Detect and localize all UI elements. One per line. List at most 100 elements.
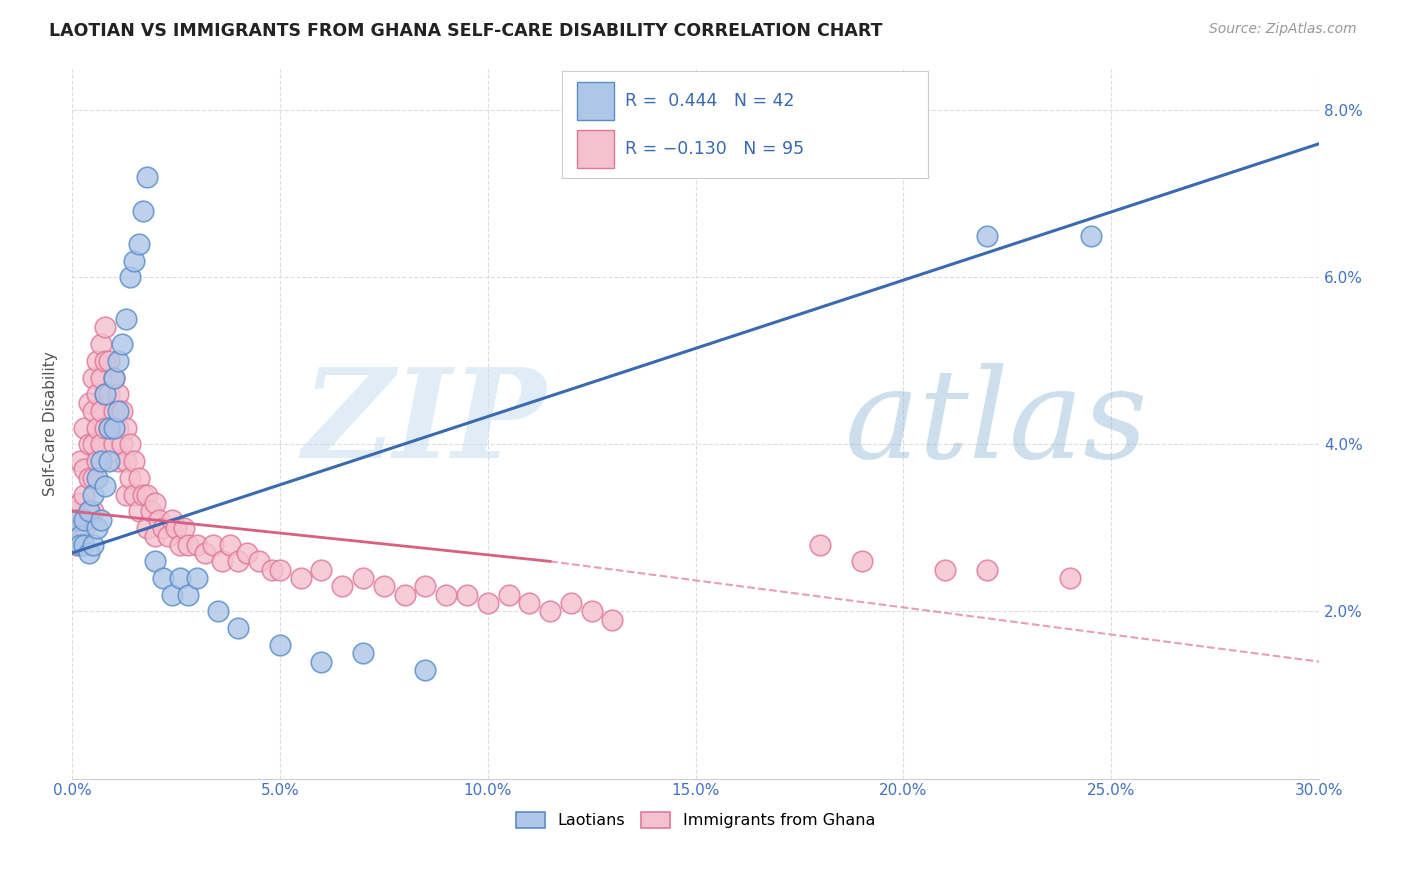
- Point: [86, 454, 108, 468]
- Point: [77, 504, 100, 518]
- Point: [73, 487, 96, 501]
- Point: [103, 437, 125, 451]
- Point: [517, 596, 540, 610]
- Point: [498, 588, 520, 602]
- Point: [177, 588, 200, 602]
- Point: [86, 354, 108, 368]
- Point: [82, 538, 104, 552]
- Point: [124, 253, 146, 268]
- Point: [211, 554, 233, 568]
- Point: [69, 521, 91, 535]
- Point: [82, 370, 104, 384]
- Point: [165, 521, 187, 535]
- Point: [202, 538, 225, 552]
- Point: [169, 538, 191, 552]
- Text: ZIP: ZIP: [302, 363, 546, 484]
- Point: [477, 596, 499, 610]
- Point: [86, 471, 108, 485]
- Point: [103, 421, 125, 435]
- Point: [169, 571, 191, 585]
- Point: [107, 387, 129, 401]
- Point: [65, 538, 87, 552]
- Point: [148, 513, 170, 527]
- Point: [194, 546, 217, 560]
- Point: [98, 421, 121, 435]
- Point: [186, 571, 208, 585]
- Point: [120, 270, 142, 285]
- Point: [94, 387, 117, 401]
- Point: [86, 421, 108, 435]
- Point: [1080, 228, 1102, 243]
- Point: [143, 554, 166, 568]
- Point: [111, 337, 134, 351]
- Point: [103, 370, 125, 384]
- Point: [311, 655, 333, 669]
- Point: [103, 370, 125, 384]
- Point: [260, 563, 283, 577]
- Point: [247, 554, 270, 568]
- Text: R = −0.130   N = 95: R = −0.130 N = 95: [624, 140, 804, 158]
- Point: [98, 454, 121, 468]
- Point: [65, 504, 87, 518]
- Point: [290, 571, 312, 585]
- Point: [602, 613, 624, 627]
- Point: [82, 471, 104, 485]
- Point: [124, 454, 146, 468]
- Point: [69, 529, 91, 543]
- Point: [94, 320, 117, 334]
- Point: [207, 605, 229, 619]
- Point: [69, 538, 91, 552]
- Point: [226, 621, 249, 635]
- Point: [77, 437, 100, 451]
- Point: [152, 521, 174, 535]
- Point: [143, 529, 166, 543]
- Point: [94, 479, 117, 493]
- Point: [107, 354, 129, 368]
- Point: [77, 395, 100, 409]
- Point: [135, 487, 157, 501]
- Point: [98, 387, 121, 401]
- Point: [219, 538, 242, 552]
- Point: [94, 421, 117, 435]
- Point: [415, 579, 437, 593]
- Point: [111, 437, 134, 451]
- Bar: [576, 82, 613, 120]
- Point: [373, 579, 395, 593]
- Point: [115, 312, 138, 326]
- Point: [115, 487, 138, 501]
- Point: [851, 554, 873, 568]
- Point: [934, 563, 956, 577]
- Point: [581, 605, 603, 619]
- Point: [90, 370, 112, 384]
- Point: [90, 437, 112, 451]
- Y-axis label: Self-Care Disability: Self-Care Disability: [44, 351, 58, 496]
- Point: [77, 471, 100, 485]
- Point: [128, 471, 150, 485]
- Point: [98, 421, 121, 435]
- Point: [156, 529, 179, 543]
- Text: atlas: atlas: [845, 363, 1149, 484]
- Point: [73, 521, 96, 535]
- Point: [120, 471, 142, 485]
- Point: [808, 538, 831, 552]
- Point: [269, 638, 291, 652]
- Point: [86, 521, 108, 535]
- Point: [352, 646, 374, 660]
- Point: [107, 421, 129, 435]
- Point: [73, 462, 96, 476]
- Point: [135, 170, 157, 185]
- Point: [90, 513, 112, 527]
- Point: [82, 437, 104, 451]
- Point: [160, 588, 183, 602]
- Point: [73, 538, 96, 552]
- Point: [82, 504, 104, 518]
- Point: [120, 437, 142, 451]
- Point: [65, 513, 87, 527]
- Point: [143, 496, 166, 510]
- Point: [269, 563, 291, 577]
- Point: [86, 387, 108, 401]
- Point: [115, 454, 138, 468]
- Point: [73, 421, 96, 435]
- Point: [77, 546, 100, 560]
- Point: [976, 228, 998, 243]
